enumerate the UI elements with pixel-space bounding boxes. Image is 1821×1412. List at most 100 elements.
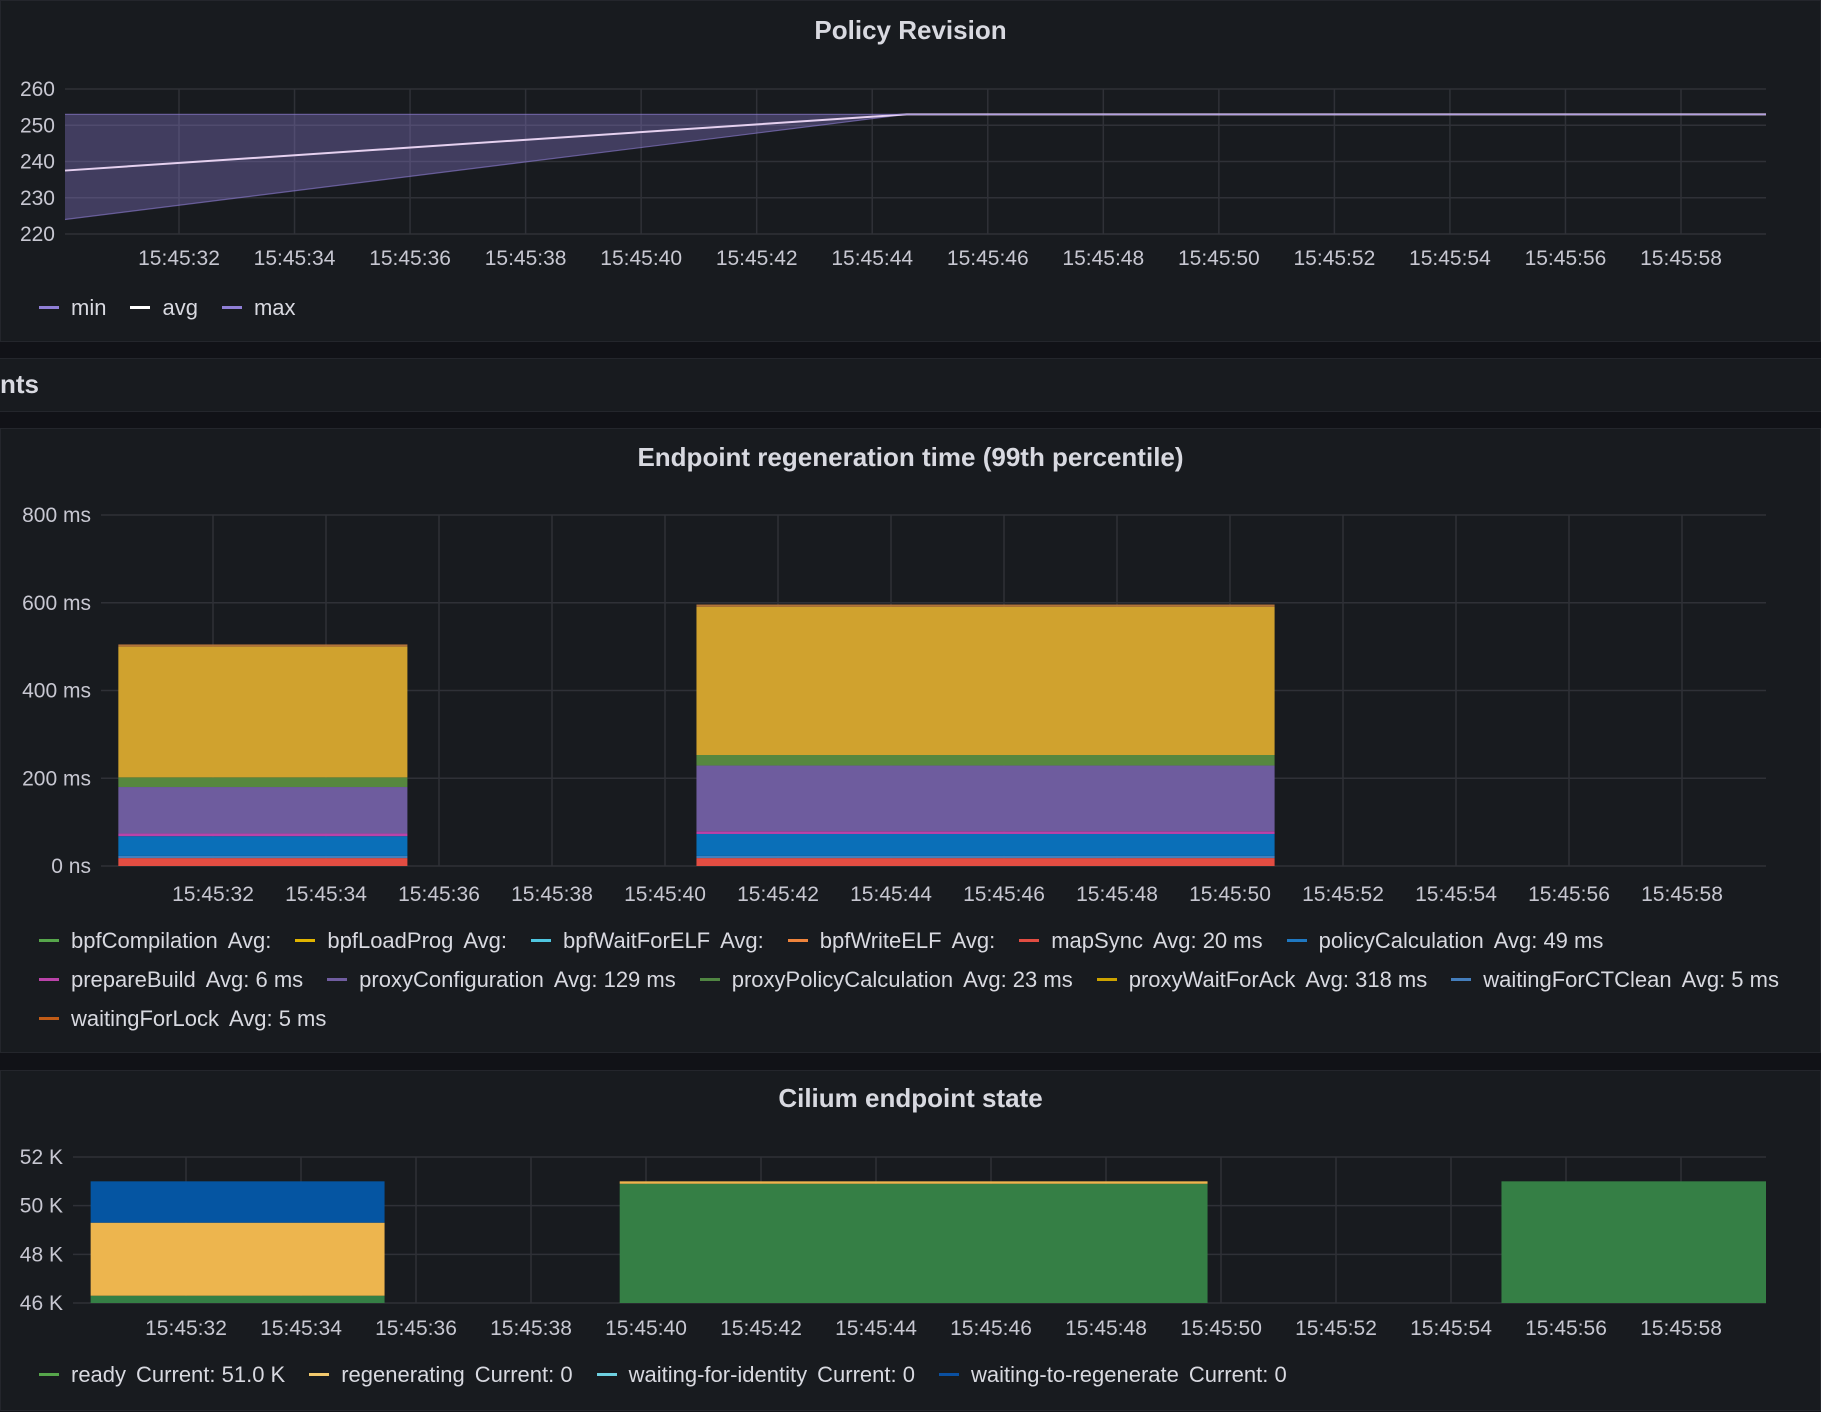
panel-title[interactable]: Policy Revision xyxy=(814,15,1007,45)
y-tick-label: 46 K xyxy=(20,1292,63,1315)
legend-stat: Avg: xyxy=(720,928,764,953)
bar-segment-waiting-to-regenerate xyxy=(90,1181,385,1223)
legend-swatch xyxy=(295,938,316,942)
x-tick-label: 15:45:46 xyxy=(963,883,1045,906)
panel-title[interactable]: Endpoint regeneration time (99th percent… xyxy=(637,442,1184,472)
bar-segment-policyCalculation xyxy=(118,836,408,856)
x-tick-label: 15:45:52 xyxy=(1302,883,1384,906)
legend-item[interactable]: bpfWriteELF Avg: xyxy=(787,921,996,960)
y-tick-label: 48 K xyxy=(20,1243,63,1266)
policy-revision-chart: 260 250 240 230 220 15:45:32 15:45:34 15:45:36 1… xyxy=(20,78,1766,270)
x-tick-label: 15:45:36 xyxy=(398,883,480,906)
legend-item[interactable]: policyCalculation Avg: 49 ms xyxy=(1286,921,1603,960)
legend-swatch xyxy=(596,1372,617,1376)
bar-segment-prepareBuild xyxy=(696,831,1275,834)
x-tick-label: 15:45:54 xyxy=(1410,1317,1492,1340)
legend-stat: Avg: xyxy=(463,928,507,953)
row-header[interactable]: nts xyxy=(0,358,1821,412)
bar-segment-proxyPolicyCalculation xyxy=(118,777,408,788)
bar-segment-proxyConfiguration xyxy=(118,787,408,834)
x-tick-label: 15:45:40 xyxy=(600,247,682,270)
y-tick-label: 200 ms xyxy=(22,767,91,790)
y-tick-label: 52 K xyxy=(20,1146,63,1169)
legend-item[interactable]: bpfWaitForELF Avg: xyxy=(531,921,764,960)
y-tick-label: 240 xyxy=(20,151,55,174)
x-tick-label: 15:45:44 xyxy=(835,1317,917,1340)
x-tick-label: 15:45:40 xyxy=(605,1317,687,1340)
x-tick-label: 15:45:40 xyxy=(624,883,706,906)
y-tick-label: 600 ms xyxy=(22,592,91,615)
row-header-title: nts xyxy=(0,369,39,399)
x-tick-label: 15:45:38 xyxy=(511,883,593,906)
policy-revision-legend: min avg max xyxy=(39,288,1810,327)
legend-item[interactable]: proxyWaitForAck Avg: 318 ms xyxy=(1096,960,1428,999)
legend-label: mapSync xyxy=(1051,928,1143,953)
endpoint-state-panel: Cilium endpoint state 52 K 50 K 48 K 46 K 15… xyxy=(0,1070,1821,1411)
bar-segment-proxyWaitForAck xyxy=(696,606,1275,755)
endpoint-state-legend: ready Current: 51.0 K regenerating Current:… xyxy=(39,1355,1810,1394)
legend-stat: Avg: 20 ms xyxy=(1152,928,1263,953)
x-tick-label: 15:45:32 xyxy=(172,883,254,906)
legend-stat: Avg: xyxy=(227,928,272,953)
x-tick-label: 15:45:50 xyxy=(1180,1317,1262,1340)
legend-stat: Avg: 5 ms xyxy=(1681,967,1779,992)
endpoint-regeneration-chart: 800 ms 600 ms 400 ms 200 ms 0 ns 15:45:32 15:4… xyxy=(22,504,1766,906)
legend-label: bpfWaitForELF xyxy=(563,928,711,953)
legend-item[interactable]: bpfCompilation Avg: xyxy=(39,921,271,960)
panel-title[interactable]: Cilium endpoint state xyxy=(778,1083,1043,1113)
legend-stat: Avg: 23 ms xyxy=(963,967,1073,992)
bar-segment-mapSync xyxy=(118,858,408,866)
legend-stat: Avg: 6 ms xyxy=(205,967,304,992)
legend-label: max xyxy=(253,295,296,320)
x-tick-label: 15:45:38 xyxy=(485,247,567,270)
legend-item[interactable]: max xyxy=(221,288,296,327)
y-tick-label: 220 xyxy=(20,223,55,246)
legend-stat: Avg: 318 ms xyxy=(1305,967,1428,992)
legend-item[interactable]: bpfLoadProg Avg: xyxy=(295,921,507,960)
x-tick-label: 15:45:36 xyxy=(375,1317,457,1340)
x-tick-label: 15:45:34 xyxy=(285,883,367,906)
x-tick-label: 15:45:52 xyxy=(1295,1317,1377,1340)
legend-label: waiting-for-identity xyxy=(628,1362,808,1387)
legend-item[interactable]: avg xyxy=(130,288,198,327)
x-tick-label: 15:45:56 xyxy=(1528,883,1610,906)
legend-label: prepareBuild xyxy=(71,967,196,992)
legend-swatch xyxy=(39,938,59,942)
legend-item[interactable]: min xyxy=(39,288,106,327)
legend-item[interactable]: waiting-to-regenerate Current: 0 xyxy=(938,1355,1287,1394)
bar-segment-waitingForLock xyxy=(118,644,408,647)
legend-label: waitingForCTClean xyxy=(1483,967,1672,992)
legend-item[interactable]: prepareBuild Avg: 6 ms xyxy=(39,960,303,999)
legend-item[interactable]: proxyPolicyCalculation Avg: 23 ms xyxy=(699,960,1073,999)
legend-stat: Avg: xyxy=(951,928,996,953)
legend-item[interactable]: ready Current: 51.0 K xyxy=(39,1355,285,1394)
x-tick-label: 15:45:44 xyxy=(831,247,913,270)
y-tick-label: 250 xyxy=(20,114,55,137)
x-tick-label: 15:45:48 xyxy=(1076,883,1158,906)
legend-item[interactable]: proxyConfiguration Avg: 129 ms xyxy=(327,960,676,999)
x-tick-label: 15:45:48 xyxy=(1062,247,1144,270)
x-tick-label: 15:45:44 xyxy=(850,883,932,906)
legend-label: bpfLoadProg xyxy=(327,928,454,953)
y-tick-label: 260 xyxy=(20,78,55,101)
bar-segment-ready xyxy=(90,1295,385,1303)
legend-label: regenerating xyxy=(341,1362,465,1387)
legend-item[interactable]: mapSync Avg: 20 ms xyxy=(1019,921,1263,960)
x-tick-label: 15:45:50 xyxy=(1178,247,1260,270)
legend-swatch xyxy=(938,1372,959,1376)
legend-swatch xyxy=(787,938,808,942)
legend-swatch xyxy=(130,305,151,309)
y-tick-label: 50 K xyxy=(20,1195,63,1218)
x-tick-label: 15:45:58 xyxy=(1641,883,1723,906)
x-tick-label: 15:45:54 xyxy=(1409,247,1491,270)
x-tick-label: 15:45:58 xyxy=(1640,1317,1722,1340)
legend-swatch xyxy=(39,305,59,309)
x-tick-label: 15:45:54 xyxy=(1415,883,1497,906)
legend-item[interactable]: regenerating Current: 0 xyxy=(309,1355,573,1394)
x-tick-label: 15:45:42 xyxy=(716,247,798,270)
y-tick-label: 230 xyxy=(20,187,55,210)
x-tick-label: 15:45:42 xyxy=(737,883,819,906)
legend-item[interactable]: waiting-for-identity Current: 0 xyxy=(596,1355,915,1394)
legend-item[interactable]: waitingForLock Avg: 5 ms xyxy=(39,999,326,1038)
legend-item[interactable]: waitingForCTClean Avg: 5 ms xyxy=(1451,960,1779,999)
